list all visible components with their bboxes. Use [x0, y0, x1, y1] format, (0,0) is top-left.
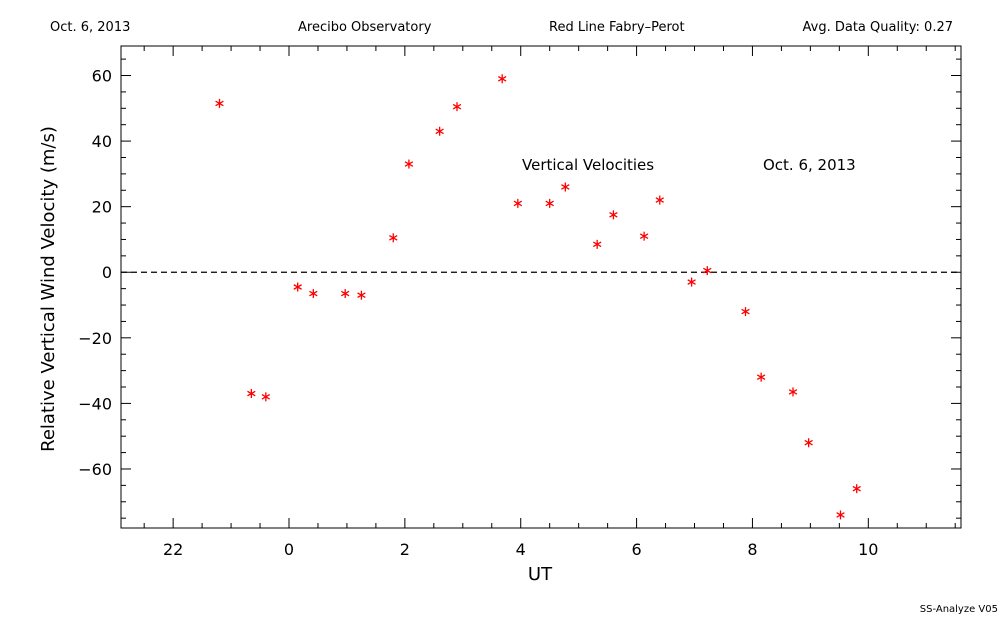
annotation-date: Oct. 6, 2013: [763, 156, 856, 174]
data-point: [592, 239, 602, 249]
data-point: [687, 277, 696, 287]
data-point: [404, 159, 414, 169]
annotation-title: Vertical Velocities: [522, 156, 654, 174]
y-tick-label: −60: [78, 460, 112, 479]
x-tick-label: 2: [400, 540, 410, 559]
data-point: [497, 74, 507, 84]
data-point: [309, 289, 318, 299]
data-point: [639, 231, 649, 241]
plot-frame: [120, 45, 962, 529]
y-axis-title: Relative Vertical Wind Velocity (m/s): [38, 126, 59, 452]
header-site: Arecibo Observatory: [298, 20, 432, 35]
tick-labels: 22 0 2 4 6 8 10 60 40 20 0 −20 −40 −60: [78, 67, 878, 559]
header-instrument: Red Line Fabry–Perot: [549, 20, 685, 35]
data-point: [561, 182, 570, 192]
x-tick-label: 8: [747, 540, 757, 559]
data-point: [756, 372, 766, 382]
data-point: [609, 210, 618, 220]
x-tick-label: 10: [858, 540, 878, 559]
software-version: SS-Analyze V05: [920, 604, 998, 615]
data-point: [852, 484, 861, 494]
data-point: [788, 387, 798, 397]
data-point: [247, 389, 256, 399]
data-points: [215, 74, 861, 520]
data-point: [261, 392, 271, 402]
x-tick-label: 22: [163, 540, 183, 559]
data-point: [357, 290, 366, 300]
data-point: [389, 233, 398, 243]
y-tick-label: 60: [92, 67, 112, 86]
data-point: [804, 438, 813, 448]
y-tick-label: −20: [78, 329, 112, 348]
grid-layer: [121, 46, 961, 528]
x-tick-label: 0: [284, 540, 294, 559]
data-point: [545, 198, 554, 208]
data-point: [741, 307, 750, 317]
y-tick-label: 0: [102, 263, 112, 282]
data-point: [435, 126, 444, 136]
x-axis-title: UT: [528, 564, 553, 585]
y-tick-label: 40: [92, 132, 112, 151]
data-point: [452, 102, 462, 112]
header-quality: Avg. Data Quality: 0.27: [803, 20, 953, 35]
data-point: [513, 198, 523, 208]
data-point: [655, 195, 664, 205]
x-tick-label: 6: [631, 540, 641, 559]
x-tick-label: 4: [516, 540, 526, 559]
header-date: Oct. 6, 2013: [50, 20, 130, 35]
data-point: [836, 510, 845, 520]
y-tick-label: −40: [78, 394, 112, 413]
data-point: [340, 289, 350, 299]
data-point: [293, 282, 302, 292]
data-point: [703, 266, 712, 276]
y-tick-label: 20: [92, 198, 112, 217]
data-point: [215, 98, 224, 108]
